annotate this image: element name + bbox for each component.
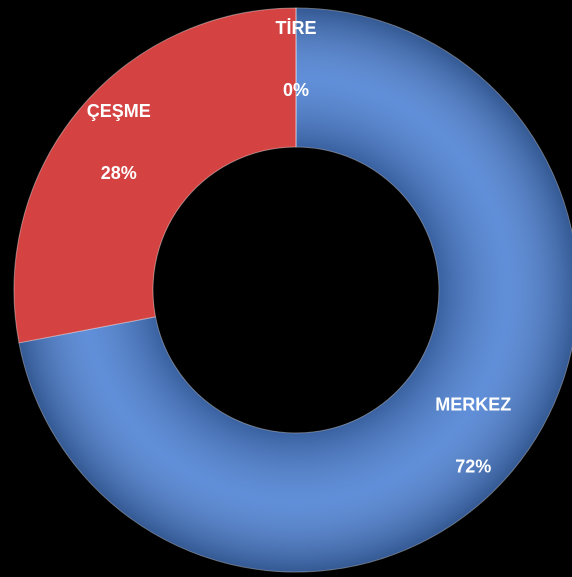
slice-name: TİRE	[275, 18, 316, 38]
slice-name: ÇEŞME	[87, 101, 151, 121]
slice-value: 28%	[101, 163, 137, 183]
slice-name: MERKEZ	[435, 394, 511, 414]
slice-value: 72%	[455, 456, 491, 476]
slice	[13, 7, 297, 344]
slice-value: 0%	[283, 80, 309, 100]
